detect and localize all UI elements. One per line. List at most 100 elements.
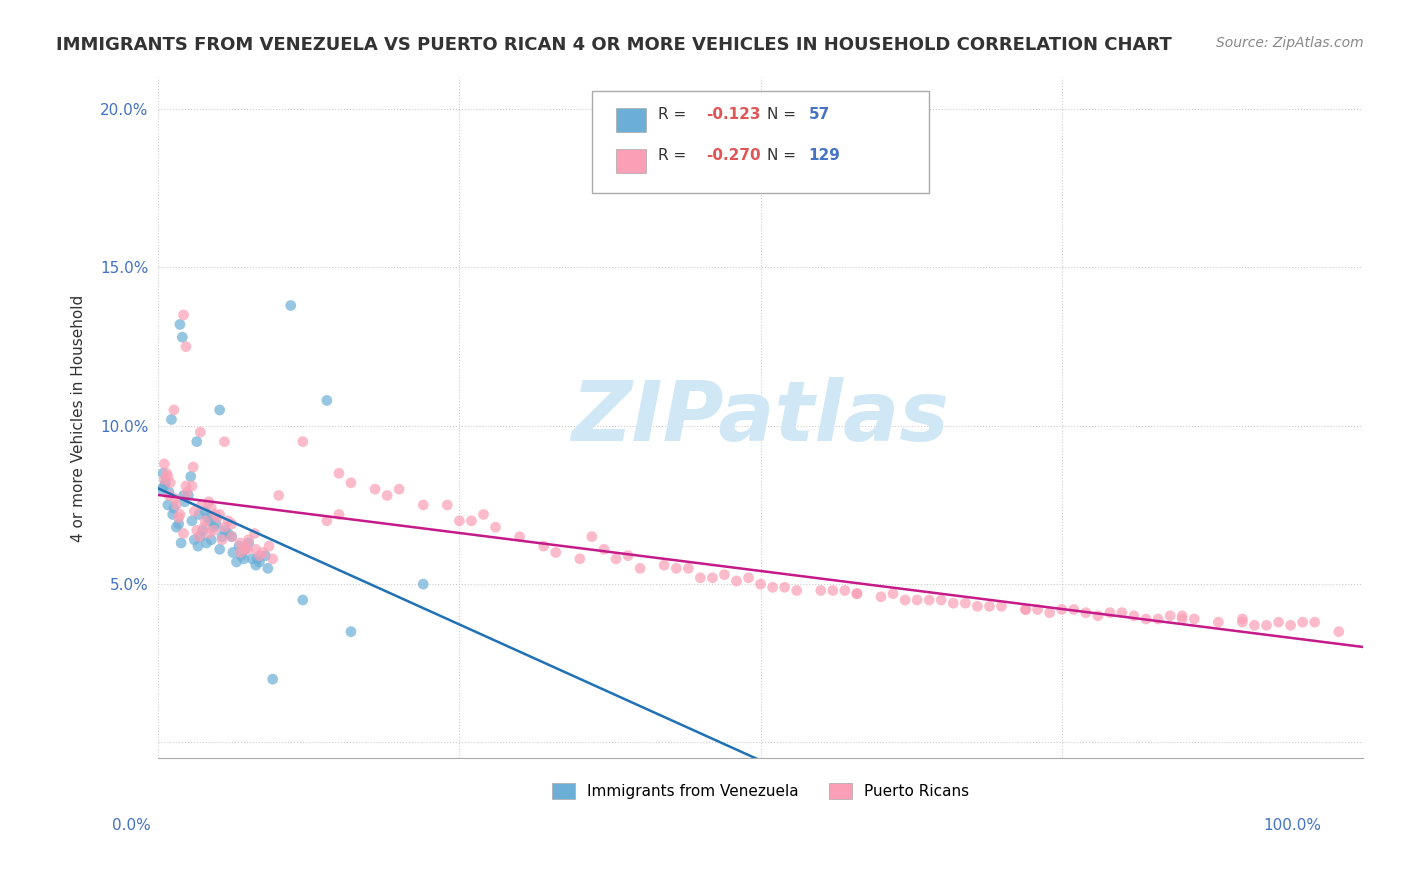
Point [233, 542, 256, 557]
Point [162, 508, 184, 522]
Point [160, 412, 183, 426]
Point [267, 488, 290, 502]
Point [191, 524, 214, 538]
Point [678, 561, 700, 575]
Point [315, 393, 337, 408]
FancyBboxPatch shape [616, 108, 647, 132]
Point [1111, 606, 1133, 620]
Point [328, 508, 350, 522]
Point [173, 488, 195, 502]
Point [1098, 606, 1121, 620]
Point [173, 495, 195, 509]
Point [214, 520, 236, 534]
Legend: Immigrants from Venezuela, Puerto Ricans: Immigrants from Venezuela, Puerto Ricans [546, 777, 976, 805]
Point [205, 516, 228, 531]
Point [1074, 606, 1097, 620]
Point [245, 558, 267, 573]
Point [472, 508, 495, 522]
Point [388, 482, 411, 496]
FancyBboxPatch shape [592, 91, 929, 194]
Point [217, 526, 239, 541]
Point [905, 593, 928, 607]
Point [1267, 615, 1289, 629]
Point [198, 495, 221, 509]
Point [155, 475, 177, 490]
Point [214, 434, 236, 449]
Point [955, 596, 977, 610]
Point [252, 545, 274, 559]
Point [257, 539, 280, 553]
Text: 129: 129 [808, 148, 841, 163]
Point [180, 469, 202, 483]
Point [725, 574, 748, 588]
Point [214, 524, 236, 538]
Point [773, 580, 796, 594]
Point [156, 467, 179, 481]
Point [990, 599, 1012, 614]
Point [1243, 618, 1265, 632]
Point [979, 599, 1001, 614]
Point [1039, 606, 1062, 620]
Point [257, 561, 280, 575]
Point [245, 542, 267, 557]
Point [436, 498, 458, 512]
Point [186, 434, 208, 449]
Point [364, 482, 387, 496]
Point [187, 539, 209, 553]
Point [225, 555, 247, 569]
Point [1050, 602, 1073, 616]
Point [249, 549, 271, 563]
Point [882, 587, 904, 601]
Point [1014, 602, 1036, 616]
Point [942, 596, 965, 610]
Point [170, 536, 193, 550]
Point [280, 298, 302, 312]
Point [1232, 615, 1254, 629]
Point [156, 498, 179, 512]
Point [195, 536, 218, 550]
Point [188, 508, 211, 522]
Point [202, 520, 225, 534]
Point [737, 571, 759, 585]
Point [167, 510, 190, 524]
Point [1232, 612, 1254, 626]
Point [190, 498, 212, 512]
Point [177, 488, 200, 502]
Point [238, 536, 260, 550]
Point [605, 551, 627, 566]
Point [1327, 624, 1350, 639]
Point [207, 510, 229, 524]
Point [202, 524, 225, 538]
Point [165, 520, 187, 534]
Point [229, 545, 252, 559]
Point [221, 530, 243, 544]
Point [1087, 608, 1109, 623]
Point [211, 533, 233, 547]
Point [173, 308, 195, 322]
Point [484, 520, 506, 534]
Point [156, 469, 179, 483]
Point [821, 583, 844, 598]
Point [208, 403, 231, 417]
Point [167, 516, 190, 531]
Point [153, 457, 176, 471]
Point [449, 514, 471, 528]
Point [689, 571, 711, 585]
Point [157, 488, 180, 502]
Point [918, 593, 941, 607]
Point [929, 593, 952, 607]
Text: 0.0%: 0.0% [112, 818, 152, 832]
Point [190, 530, 212, 544]
Y-axis label: 4 or more Vehicles in Household: 4 or more Vehicles in Household [72, 294, 86, 541]
Point [1063, 602, 1085, 616]
Text: ZIPatlas: ZIPatlas [572, 377, 949, 458]
Point [163, 501, 186, 516]
Point [159, 475, 181, 490]
Point [1159, 608, 1181, 623]
Point [291, 593, 314, 607]
Point [412, 577, 434, 591]
Point [702, 571, 724, 585]
Point [249, 555, 271, 569]
Text: -0.270: -0.270 [706, 148, 761, 163]
Point [233, 539, 256, 553]
